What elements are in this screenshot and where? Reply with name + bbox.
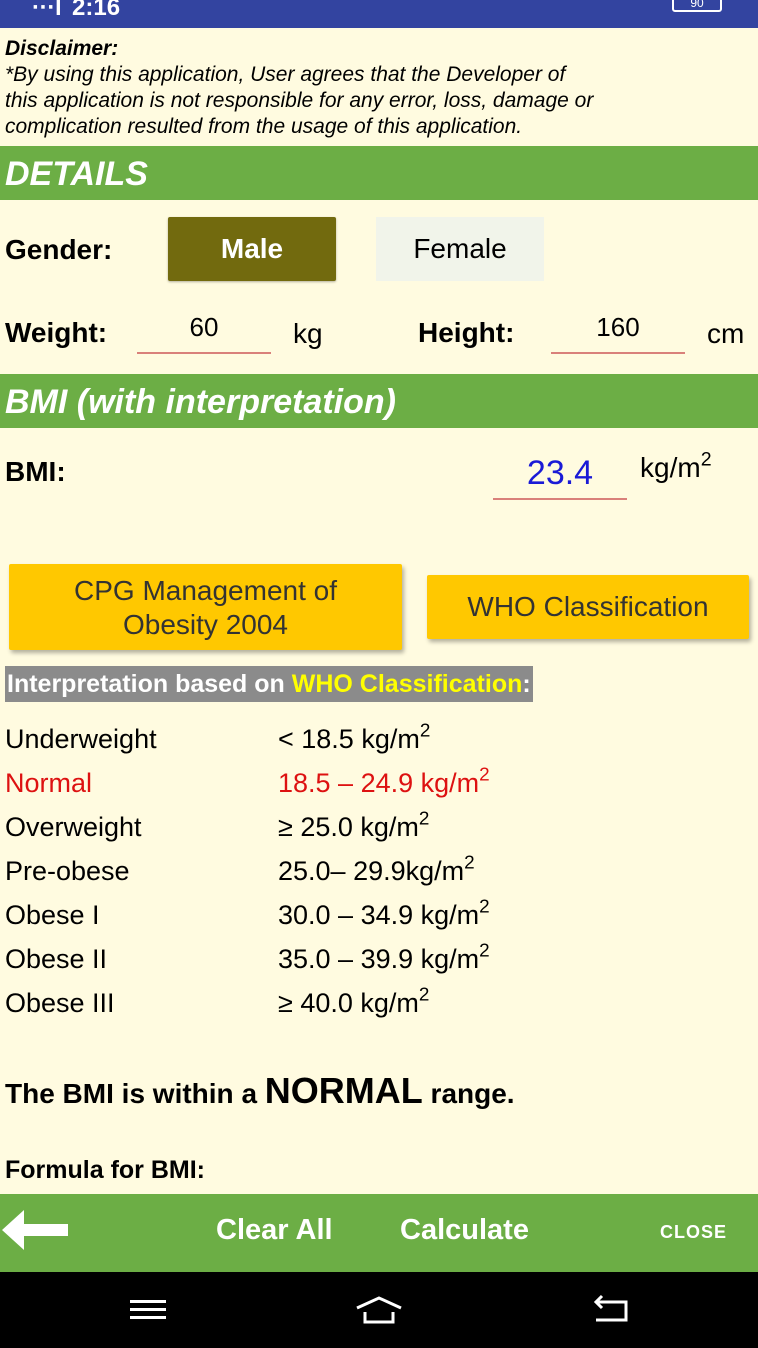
close-button[interactable]: CLOSE [660, 1222, 728, 1242]
table-row: Pre-obese 25.0– 29.9kg/m2 [5, 852, 475, 886]
disclaimer-line: complication resulted from the usage of … [5, 115, 523, 138]
status-bar: ∙∙∙l 2:16 90 [0, 0, 758, 28]
interpretation-heading: Interpretation based on WHO Classificati… [5, 666, 533, 702]
bmi-label: BMI: [5, 456, 66, 487]
details-heading: DETAILS [0, 146, 758, 200]
disclaimer-line: this application is not responsible for … [5, 89, 594, 112]
system-nav-bar [0, 1272, 758, 1348]
bmi-unit: kg/m2 [640, 448, 712, 483]
female-button[interactable]: Female [376, 217, 544, 281]
formula-title: Formula for BMI: [5, 1156, 205, 1184]
status-time: 2:16 [72, 0, 121, 21]
calculate-button[interactable]: Calculate [400, 1214, 529, 1246]
gender-label: Gender: [5, 234, 113, 265]
height-label: Height: [418, 317, 515, 348]
table-row: Obese III ≥ 40.0 kg/m2 [5, 984, 430, 1018]
bottom-action-bar: Clear All Calculate CLOSE [0, 1194, 758, 1272]
table-row: Normal 18.5 – 24.9 kg/m2 [5, 764, 490, 798]
disclaimer-line: *By using this application, User agrees … [5, 63, 566, 86]
table-row: Overweight ≥ 25.0 kg/m2 [5, 808, 430, 842]
home-icon[interactable] [354, 1294, 404, 1326]
cpg-management-button[interactable]: CPG Management of Obesity 2004 [9, 564, 402, 650]
table-row: Obese II 35.0 – 39.9 kg/m2 [5, 940, 490, 974]
classification-table: Underweight < 18.5 kg/m2 Normal 18.5 – 2… [5, 720, 753, 1028]
clear-all-button[interactable]: Clear All [216, 1214, 333, 1246]
table-row: Obese I 30.0 – 34.9 kg/m2 [5, 896, 490, 930]
signal-icon: ∙∙∙l [32, 0, 63, 21]
disclaimer: Disclaimer: *By using this application, … [5, 36, 753, 140]
result-status: NORMAL [264, 1070, 423, 1111]
disclaimer-title: Disclaimer: [5, 37, 119, 60]
cpg-line: Obesity 2004 [123, 609, 288, 640]
back-icon[interactable] [590, 1294, 630, 1326]
result-text: The BMI is within a NORMAL range. [5, 1070, 515, 1111]
height-unit: cm [707, 318, 745, 349]
menu-icon[interactable] [128, 1294, 168, 1326]
back-arrow-icon[interactable] [0, 1208, 70, 1252]
male-button[interactable]: Male [168, 217, 336, 281]
weight-unit: kg [293, 318, 323, 349]
bmi-heading: BMI (with interpretation) [0, 374, 758, 428]
table-row: Underweight < 18.5 kg/m2 [5, 720, 431, 754]
cpg-line: CPG Management of [73, 575, 338, 606]
weight-input[interactable]: 60 [137, 312, 271, 354]
battery-icon: 90 [672, 0, 722, 12]
bmi-value: 23.4 [493, 450, 627, 500]
height-input[interactable]: 160 [551, 312, 685, 354]
who-classification-button[interactable]: WHO Classification [427, 575, 749, 639]
weight-label: Weight: [5, 317, 108, 348]
